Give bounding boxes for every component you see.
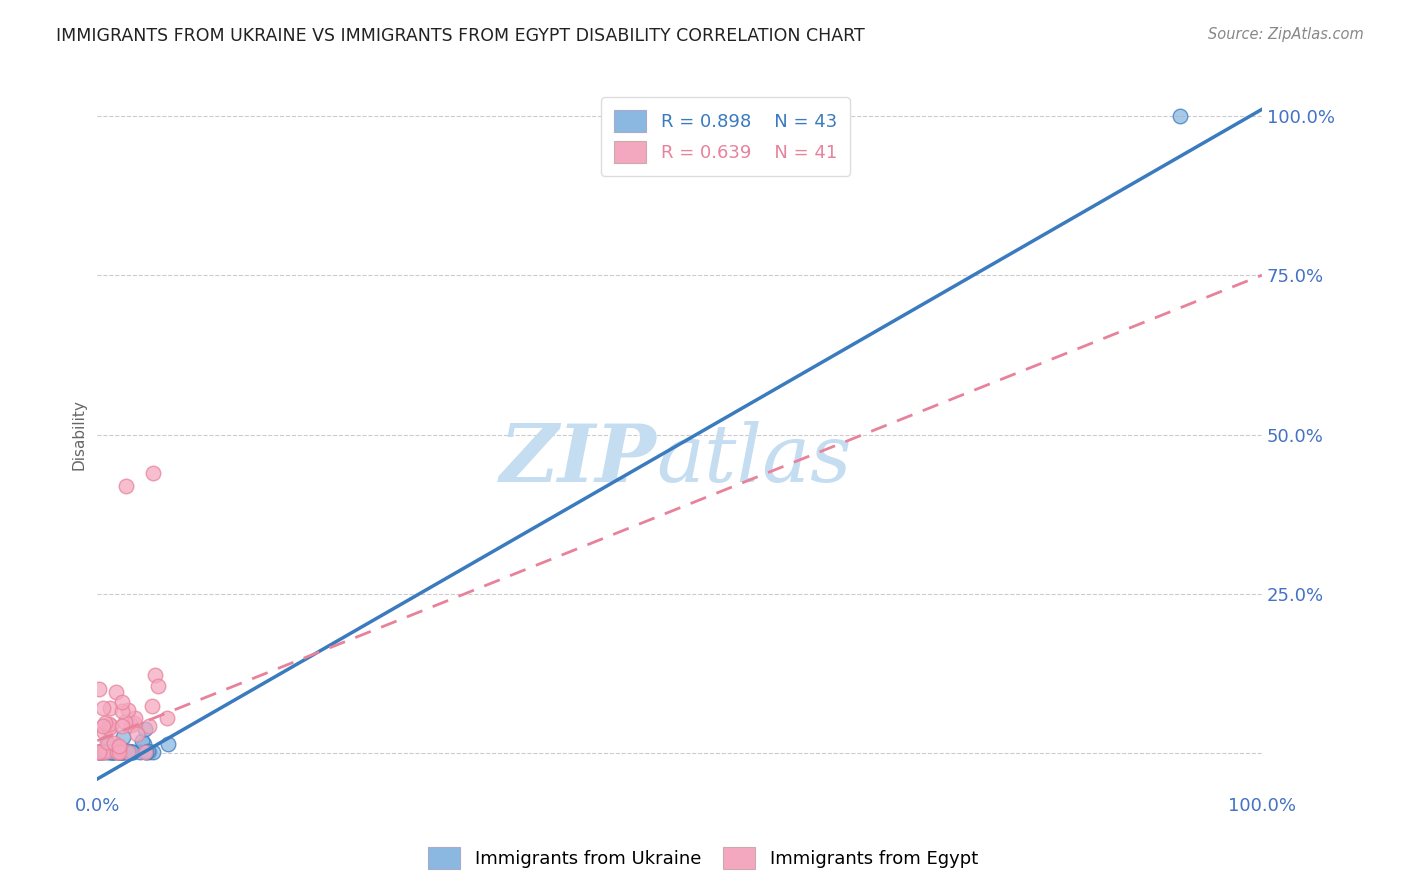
Point (91, 701, 114, 715)
Point (100, 700, 122, 714)
Point (110, 745, 132, 759)
Point (156, 711, 179, 725)
Point (111, 704, 134, 718)
Y-axis label: Disability: Disability (72, 399, 86, 470)
Point (91, 744, 114, 758)
Point (110, 745, 132, 759)
Point (108, 741, 131, 756)
Point (103, 736, 125, 750)
Point (93, 725, 115, 739)
Point (107, 739, 129, 754)
Point (111, 695, 134, 709)
Point (96, 745, 118, 759)
Point (117, 744, 139, 758)
Point (108, 739, 131, 753)
Point (142, 745, 165, 759)
Point (108, 745, 131, 759)
Legend: R = 0.898    N = 43, R = 0.639    N = 41: R = 0.898 N = 43, R = 0.639 N = 41 (602, 97, 849, 176)
Point (115, 745, 138, 759)
Point (138, 745, 160, 759)
Point (98, 721, 121, 735)
Point (111, 745, 134, 759)
Point (107, 745, 129, 759)
Point (104, 745, 127, 759)
Point (112, 730, 135, 744)
Point (91, 745, 114, 759)
Point (127, 727, 149, 741)
Point (105, 745, 128, 759)
Point (87, 745, 110, 759)
Point (114, 714, 136, 729)
Point (120, 745, 142, 759)
Point (142, 466, 165, 480)
Point (1170, 109, 1192, 123)
Point (98, 716, 121, 731)
Point (87, 745, 110, 759)
Point (97, 737, 120, 751)
Point (157, 737, 180, 751)
Point (132, 737, 155, 751)
Point (108, 745, 131, 759)
Point (134, 722, 156, 736)
Point (128, 745, 150, 759)
Point (96, 735, 118, 749)
Point (138, 719, 160, 733)
Point (105, 685, 128, 699)
Point (146, 679, 169, 693)
Point (100, 745, 122, 759)
Point (117, 745, 139, 759)
Point (101, 745, 124, 759)
Point (112, 745, 135, 759)
Legend: Immigrants from Ukraine, Immigrants from Egypt: Immigrants from Ukraine, Immigrants from… (419, 838, 987, 879)
Point (100, 745, 122, 759)
Point (117, 745, 139, 759)
Point (122, 745, 145, 759)
Point (135, 745, 157, 759)
Point (141, 699, 163, 714)
Point (124, 711, 146, 725)
Text: Source: ZipAtlas.com: Source: ZipAtlas.com (1208, 27, 1364, 42)
Point (97, 745, 120, 759)
Point (115, 478, 138, 492)
Point (107, 745, 129, 759)
Text: atlas: atlas (657, 421, 852, 499)
Point (91, 745, 114, 759)
Point (101, 745, 124, 759)
Point (101, 745, 124, 759)
Point (110, 745, 132, 759)
Point (100, 719, 122, 733)
Text: ZIP: ZIP (499, 421, 657, 499)
Point (120, 717, 142, 731)
Point (117, 703, 139, 717)
Point (112, 745, 135, 759)
Point (143, 668, 166, 682)
Point (94, 745, 117, 759)
Point (87, 681, 110, 696)
Point (136, 744, 159, 758)
Point (89, 745, 111, 759)
Point (122, 716, 145, 731)
Point (89, 745, 111, 759)
Point (91, 719, 114, 733)
Point (110, 745, 132, 759)
Point (111, 719, 134, 733)
Point (94, 715, 117, 730)
Point (121, 745, 143, 759)
Point (107, 745, 129, 759)
Point (87, 745, 110, 759)
Point (131, 734, 153, 748)
Point (134, 745, 156, 759)
Point (120, 745, 142, 759)
Point (89, 745, 111, 759)
Text: IMMIGRANTS FROM UKRAINE VS IMMIGRANTS FROM EGYPT DISABILITY CORRELATION CHART: IMMIGRANTS FROM UKRAINE VS IMMIGRANTS FR… (56, 27, 865, 45)
Point (135, 745, 157, 759)
